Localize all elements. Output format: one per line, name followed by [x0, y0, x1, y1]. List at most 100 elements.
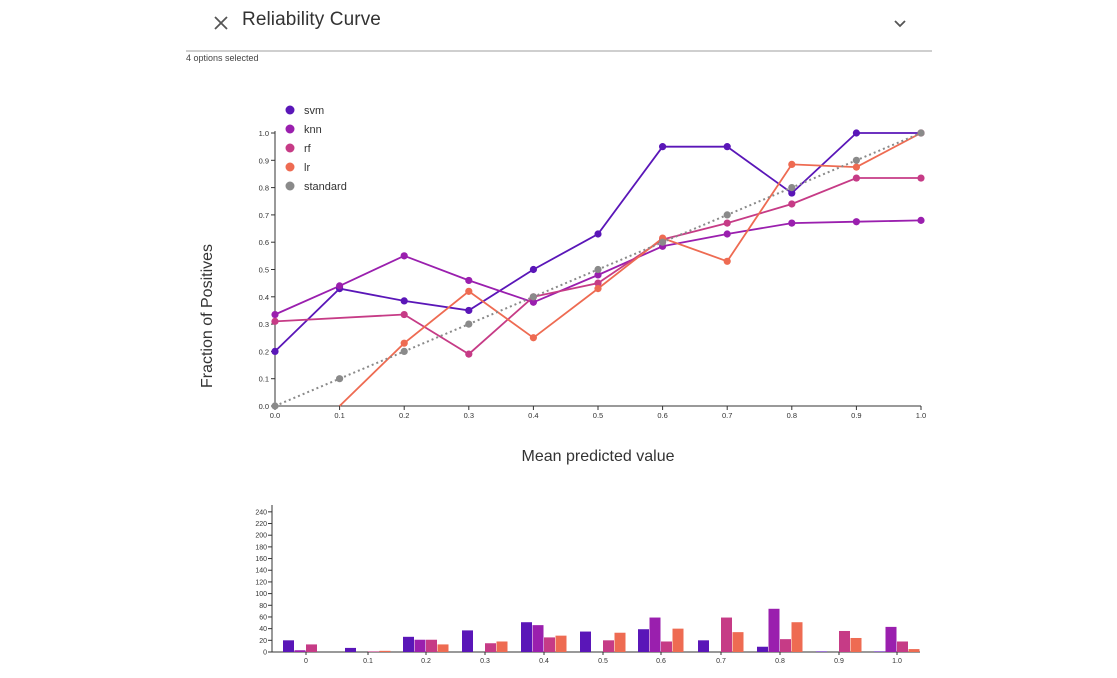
hist-y-tick-label: 240 — [255, 509, 267, 516]
x-tick-label: 0.6 — [657, 411, 667, 420]
point-standard[interactable] — [465, 320, 473, 328]
hist-bar-svm[interactable] — [580, 631, 591, 652]
point-knn[interactable] — [465, 276, 473, 285]
point-rf[interactable] — [788, 200, 796, 208]
hist-bar-svm[interactable] — [816, 651, 827, 652]
point-svm[interactable] — [465, 306, 473, 315]
point-lr[interactable] — [594, 285, 602, 293]
hist-bar-lr[interactable] — [496, 641, 508, 652]
hist-bar-rf[interactable] — [721, 617, 732, 652]
hist-bar-lr[interactable] — [908, 649, 920, 652]
point-svm[interactable] — [529, 265, 538, 274]
point-knn[interactable] — [917, 216, 925, 224]
point-svm[interactable] — [400, 297, 408, 305]
hist-x-tick-label: 0.5 — [598, 658, 608, 665]
hist-bar-lr[interactable] — [555, 635, 567, 652]
point-standard[interactable] — [400, 347, 408, 355]
point-rf[interactable] — [271, 317, 279, 325]
point-standard[interactable] — [788, 184, 796, 192]
point-svm[interactable] — [271, 347, 279, 355]
close-icon[interactable] — [210, 12, 232, 34]
hist-y-tick-label: 120 — [255, 579, 267, 586]
hist-bar-svm[interactable] — [757, 646, 768, 652]
hist-bar-svm[interactable] — [283, 640, 294, 652]
hist-bar-rf[interactable] — [661, 641, 672, 652]
point-svm[interactable] — [659, 143, 667, 151]
point-rf[interactable] — [465, 350, 473, 358]
point-rf[interactable] — [400, 310, 408, 319]
point-standard[interactable] — [852, 156, 861, 164]
point-rf[interactable] — [917, 174, 925, 182]
point-svm[interactable] — [852, 129, 861, 137]
point-knn[interactable] — [852, 218, 861, 226]
hist-bar-knn[interactable] — [649, 617, 661, 652]
hist-bar-lr[interactable] — [732, 632, 744, 652]
point-svm[interactable] — [723, 143, 731, 151]
hist-y-tick-label: 0 — [263, 650, 267, 657]
hist-bar-rf[interactable] — [603, 640, 614, 652]
hist-bar-lr[interactable] — [791, 622, 803, 652]
hist-bar-knn[interactable] — [532, 625, 544, 652]
point-lr[interactable] — [852, 163, 861, 171]
point-standard[interactable] — [723, 211, 731, 219]
point-knn[interactable] — [271, 310, 279, 319]
hist-y-tick-label: 100 — [255, 591, 267, 598]
point-knn[interactable] — [529, 298, 538, 306]
hist-bar-svm[interactable] — [638, 629, 649, 652]
point-knn[interactable] — [594, 271, 602, 279]
hist-x-tick-label: 0.4 — [539, 658, 549, 665]
point-svm[interactable] — [594, 230, 602, 238]
hist-bar-rf[interactable] — [306, 644, 317, 652]
point-knn[interactable] — [336, 282, 344, 290]
point-lr[interactable] — [788, 160, 796, 168]
point-standard[interactable] — [336, 375, 344, 383]
hist-bar-svm[interactable] — [345, 647, 356, 652]
hist-x-tick-label: 0.9 — [834, 658, 844, 665]
hist-bar-svm[interactable] — [462, 630, 473, 652]
legend-label-knn: knn — [304, 124, 322, 136]
hist-bar-knn[interactable] — [294, 650, 306, 652]
hist-bar-knn[interactable] — [414, 639, 426, 652]
hist-bar-knn[interactable] — [885, 626, 897, 652]
hist-bar-svm[interactable] — [698, 640, 709, 652]
point-lr[interactable] — [465, 287, 473, 295]
point-standard[interactable] — [594, 265, 602, 274]
hist-bar-rf[interactable] — [839, 630, 850, 652]
hist-bar-svm[interactable] — [403, 636, 414, 652]
point-lr[interactable] — [529, 334, 538, 342]
hist-bar-lr[interactable] — [379, 650, 391, 652]
y-tick-label: 0.0 — [259, 402, 269, 411]
point-svm[interactable] — [788, 189, 796, 197]
hist-bar-knn[interactable] — [768, 608, 780, 652]
hist-bar-rf[interactable] — [426, 639, 437, 652]
y-tick-label: 0.1 — [259, 375, 269, 384]
hist-bar-rf[interactable] — [368, 651, 379, 652]
point-rf[interactable] — [723, 219, 731, 227]
hist-bar-lr[interactable] — [850, 637, 862, 652]
point-standard[interactable] — [659, 238, 667, 246]
hist-bar-rf[interactable] — [897, 641, 908, 652]
chevron-down-icon[interactable] — [888, 12, 912, 34]
hist-bar-lr[interactable] — [672, 628, 684, 652]
point-lr[interactable] — [723, 257, 731, 265]
point-rf[interactable] — [852, 174, 861, 182]
point-standard[interactable] — [917, 129, 925, 137]
hist-bar-lr[interactable] — [614, 632, 626, 652]
point-rf[interactable] — [594, 279, 602, 287]
point-knn[interactable] — [723, 230, 731, 238]
point-lr[interactable] — [400, 339, 408, 347]
point-standard[interactable] — [529, 293, 538, 301]
hist-bar-svm[interactable] — [521, 622, 532, 652]
hist-bar-rf[interactable] — [544, 637, 555, 652]
y-tick-label: 0.9 — [259, 156, 269, 165]
hist-bar-rf[interactable] — [780, 639, 791, 652]
hist-y-tick-label: 40 — [259, 626, 267, 633]
point-knn[interactable] — [788, 219, 796, 227]
point-knn[interactable] — [400, 252, 408, 260]
x-tick-label: 0.0 — [270, 411, 280, 420]
point-standard[interactable] — [271, 402, 279, 410]
hist-bar-rf[interactable] — [485, 643, 496, 652]
hist-bar-svm[interactable] — [874, 651, 885, 652]
hist-bar-lr[interactable] — [437, 644, 449, 652]
histogram-bars — [283, 608, 920, 652]
